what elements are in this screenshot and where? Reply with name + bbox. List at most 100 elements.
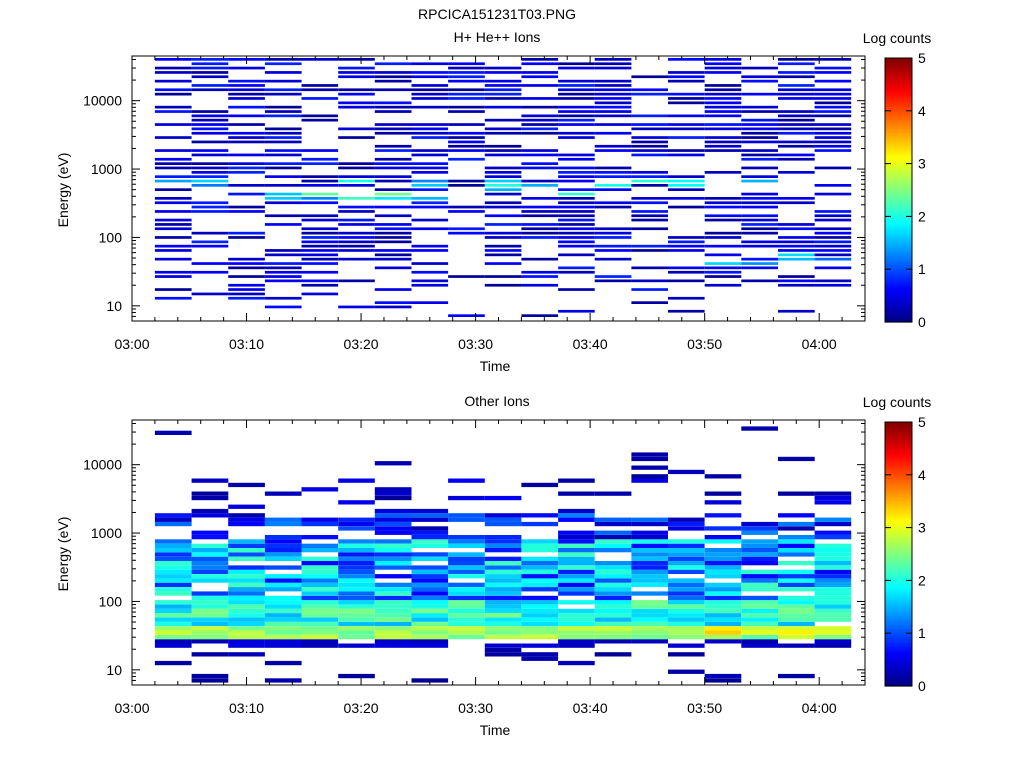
heatmap-cell bbox=[228, 283, 265, 287]
colorbar-step bbox=[885, 534, 912, 537]
heatmap-cell bbox=[374, 240, 412, 244]
colorbar-step bbox=[885, 121, 912, 125]
heatmap-cell bbox=[191, 201, 229, 205]
heatmap-cell bbox=[814, 495, 852, 501]
heatmap-cell bbox=[741, 105, 778, 109]
colorbar-step bbox=[885, 617, 912, 621]
heatmap-cell bbox=[411, 149, 449, 152]
heatmap-cell bbox=[778, 131, 815, 135]
heatmap-cell bbox=[191, 565, 229, 570]
heatmap-cell bbox=[228, 292, 265, 296]
colorbar-step bbox=[885, 185, 912, 189]
colorbar-tick-label: 0 bbox=[918, 678, 926, 694]
heatmap-cell bbox=[484, 231, 522, 235]
heatmap-cell bbox=[558, 79, 595, 83]
heatmap-cell bbox=[814, 543, 852, 548]
colorbar-step bbox=[885, 587, 912, 590]
heatmap-cell bbox=[301, 604, 339, 609]
heatmap-cell bbox=[668, 127, 705, 131]
colorbar-step bbox=[885, 422, 912, 425]
heatmap-cell bbox=[594, 244, 632, 248]
heatmap-cell bbox=[228, 543, 265, 548]
heatmap-cell bbox=[264, 552, 302, 557]
colorbar-tick-label: 1 bbox=[918, 625, 926, 641]
colorbar-step bbox=[885, 466, 912, 469]
heatmap-cell bbox=[631, 201, 668, 205]
heatmap-cell bbox=[264, 491, 302, 496]
heatmap-cell bbox=[668, 136, 705, 139]
heatmap-cell bbox=[154, 660, 192, 666]
heatmap-cell bbox=[154, 543, 192, 548]
heatmap-cell bbox=[594, 569, 632, 574]
heatmap-cell bbox=[448, 574, 485, 579]
colorbar-step bbox=[885, 637, 912, 641]
heatmap-cell bbox=[668, 669, 705, 674]
heatmap-cell bbox=[741, 205, 778, 209]
heatmap-cell bbox=[631, 171, 668, 174]
colorbar-step bbox=[885, 472, 912, 476]
heatmap-cell bbox=[558, 131, 595, 135]
heatmap-cell bbox=[374, 188, 412, 191]
colorbar-step bbox=[885, 655, 912, 658]
heatmap-cell bbox=[704, 266, 742, 270]
heatmap-cell bbox=[374, 508, 412, 514]
heatmap-cell bbox=[704, 231, 742, 235]
colorbar-step bbox=[885, 262, 912, 266]
colorbar-step bbox=[885, 439, 912, 443]
heatmap-cell bbox=[338, 478, 375, 483]
heatmap-cell bbox=[264, 184, 302, 187]
colorbar-step bbox=[885, 267, 912, 270]
heatmap-cell bbox=[521, 643, 559, 648]
heatmap-cell bbox=[411, 608, 449, 614]
heatmap-cell bbox=[484, 521, 522, 527]
heatmap-cell bbox=[338, 136, 375, 139]
heatmap-cell bbox=[521, 283, 559, 287]
heatmap-cell bbox=[741, 426, 778, 431]
heatmap-cell bbox=[594, 188, 632, 191]
heatmap-cell bbox=[411, 552, 449, 557]
heatmap-cell bbox=[778, 244, 815, 248]
heatmap-cell bbox=[668, 71, 705, 74]
heatmap-cell bbox=[558, 123, 595, 126]
heatmap-cell bbox=[558, 88, 595, 92]
heatmap-cell bbox=[338, 205, 375, 209]
colorbar-step bbox=[885, 212, 912, 215]
heatmap-cell bbox=[264, 556, 302, 561]
heatmap-cell bbox=[558, 309, 595, 313]
heatmap-cell bbox=[448, 495, 485, 501]
heatmap-cell bbox=[338, 673, 375, 679]
colorbar-step bbox=[885, 269, 912, 272]
heatmap-cell bbox=[484, 205, 522, 209]
heatmap-cell bbox=[301, 162, 339, 165]
heatmap-cell bbox=[411, 153, 449, 157]
heatmap-cell bbox=[741, 223, 778, 226]
heatmap-cell bbox=[594, 574, 632, 579]
heatmap-cell bbox=[741, 626, 778, 631]
heatmap-cell bbox=[741, 634, 778, 640]
colorbar-step bbox=[885, 97, 912, 101]
heatmap-cell bbox=[558, 166, 595, 170]
heatmap-cell bbox=[558, 591, 595, 596]
colorbar-step bbox=[885, 609, 912, 612]
heatmap-cell bbox=[448, 110, 485, 113]
heatmap-cell bbox=[594, 84, 632, 87]
heatmap-cell bbox=[484, 495, 522, 501]
heatmap-cell bbox=[778, 227, 815, 231]
heatmap-cell bbox=[521, 153, 559, 157]
heatmap-cell bbox=[668, 634, 705, 640]
heatmap-cell bbox=[778, 253, 815, 257]
colorbar-step bbox=[885, 135, 912, 138]
heatmap-cell bbox=[778, 521, 815, 527]
heatmap-cell bbox=[411, 197, 449, 200]
heatmap-cell bbox=[521, 634, 559, 640]
heatmap-cell bbox=[374, 88, 412, 92]
heatmap-cell bbox=[741, 240, 778, 244]
heatmap-cell bbox=[814, 71, 852, 74]
heatmap-cell bbox=[484, 92, 522, 96]
heatmap-cell bbox=[521, 275, 559, 278]
heatmap-cell bbox=[448, 131, 485, 135]
heatmap-cell bbox=[484, 262, 522, 265]
heatmap-cell bbox=[228, 275, 265, 278]
heatmap-cell bbox=[411, 556, 449, 561]
x-tick-label: 04:00 bbox=[802, 336, 837, 352]
